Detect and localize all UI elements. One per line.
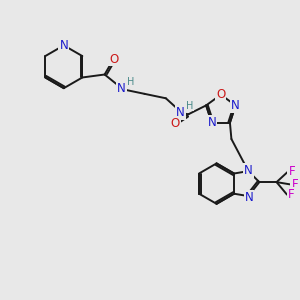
Text: N: N <box>59 39 68 52</box>
Text: O: O <box>170 117 180 130</box>
Text: N: N <box>244 164 253 177</box>
Text: F: F <box>287 188 294 201</box>
Text: N: N <box>117 82 126 95</box>
Text: O: O <box>109 52 118 66</box>
Text: H: H <box>127 77 134 87</box>
Text: N: N <box>176 106 185 119</box>
Text: N: N <box>244 191 253 204</box>
Text: O: O <box>216 88 226 101</box>
Text: N: N <box>207 116 216 129</box>
Text: F: F <box>291 178 298 191</box>
Text: F: F <box>288 165 295 178</box>
Text: H: H <box>186 101 193 111</box>
Text: N: N <box>231 99 240 112</box>
